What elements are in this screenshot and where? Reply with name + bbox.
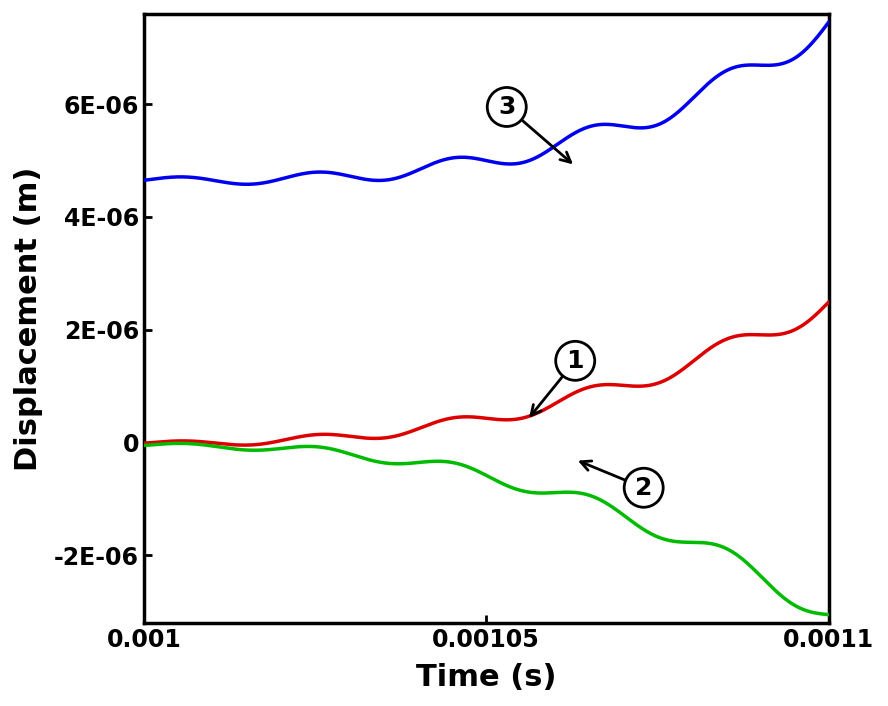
Text: 1: 1 (567, 349, 584, 373)
X-axis label: Time (s): Time (s) (416, 663, 557, 692)
Text: 3: 3 (498, 95, 515, 119)
Text: 2: 2 (635, 476, 653, 500)
Y-axis label: Displacement (m): Displacement (m) (14, 167, 43, 471)
